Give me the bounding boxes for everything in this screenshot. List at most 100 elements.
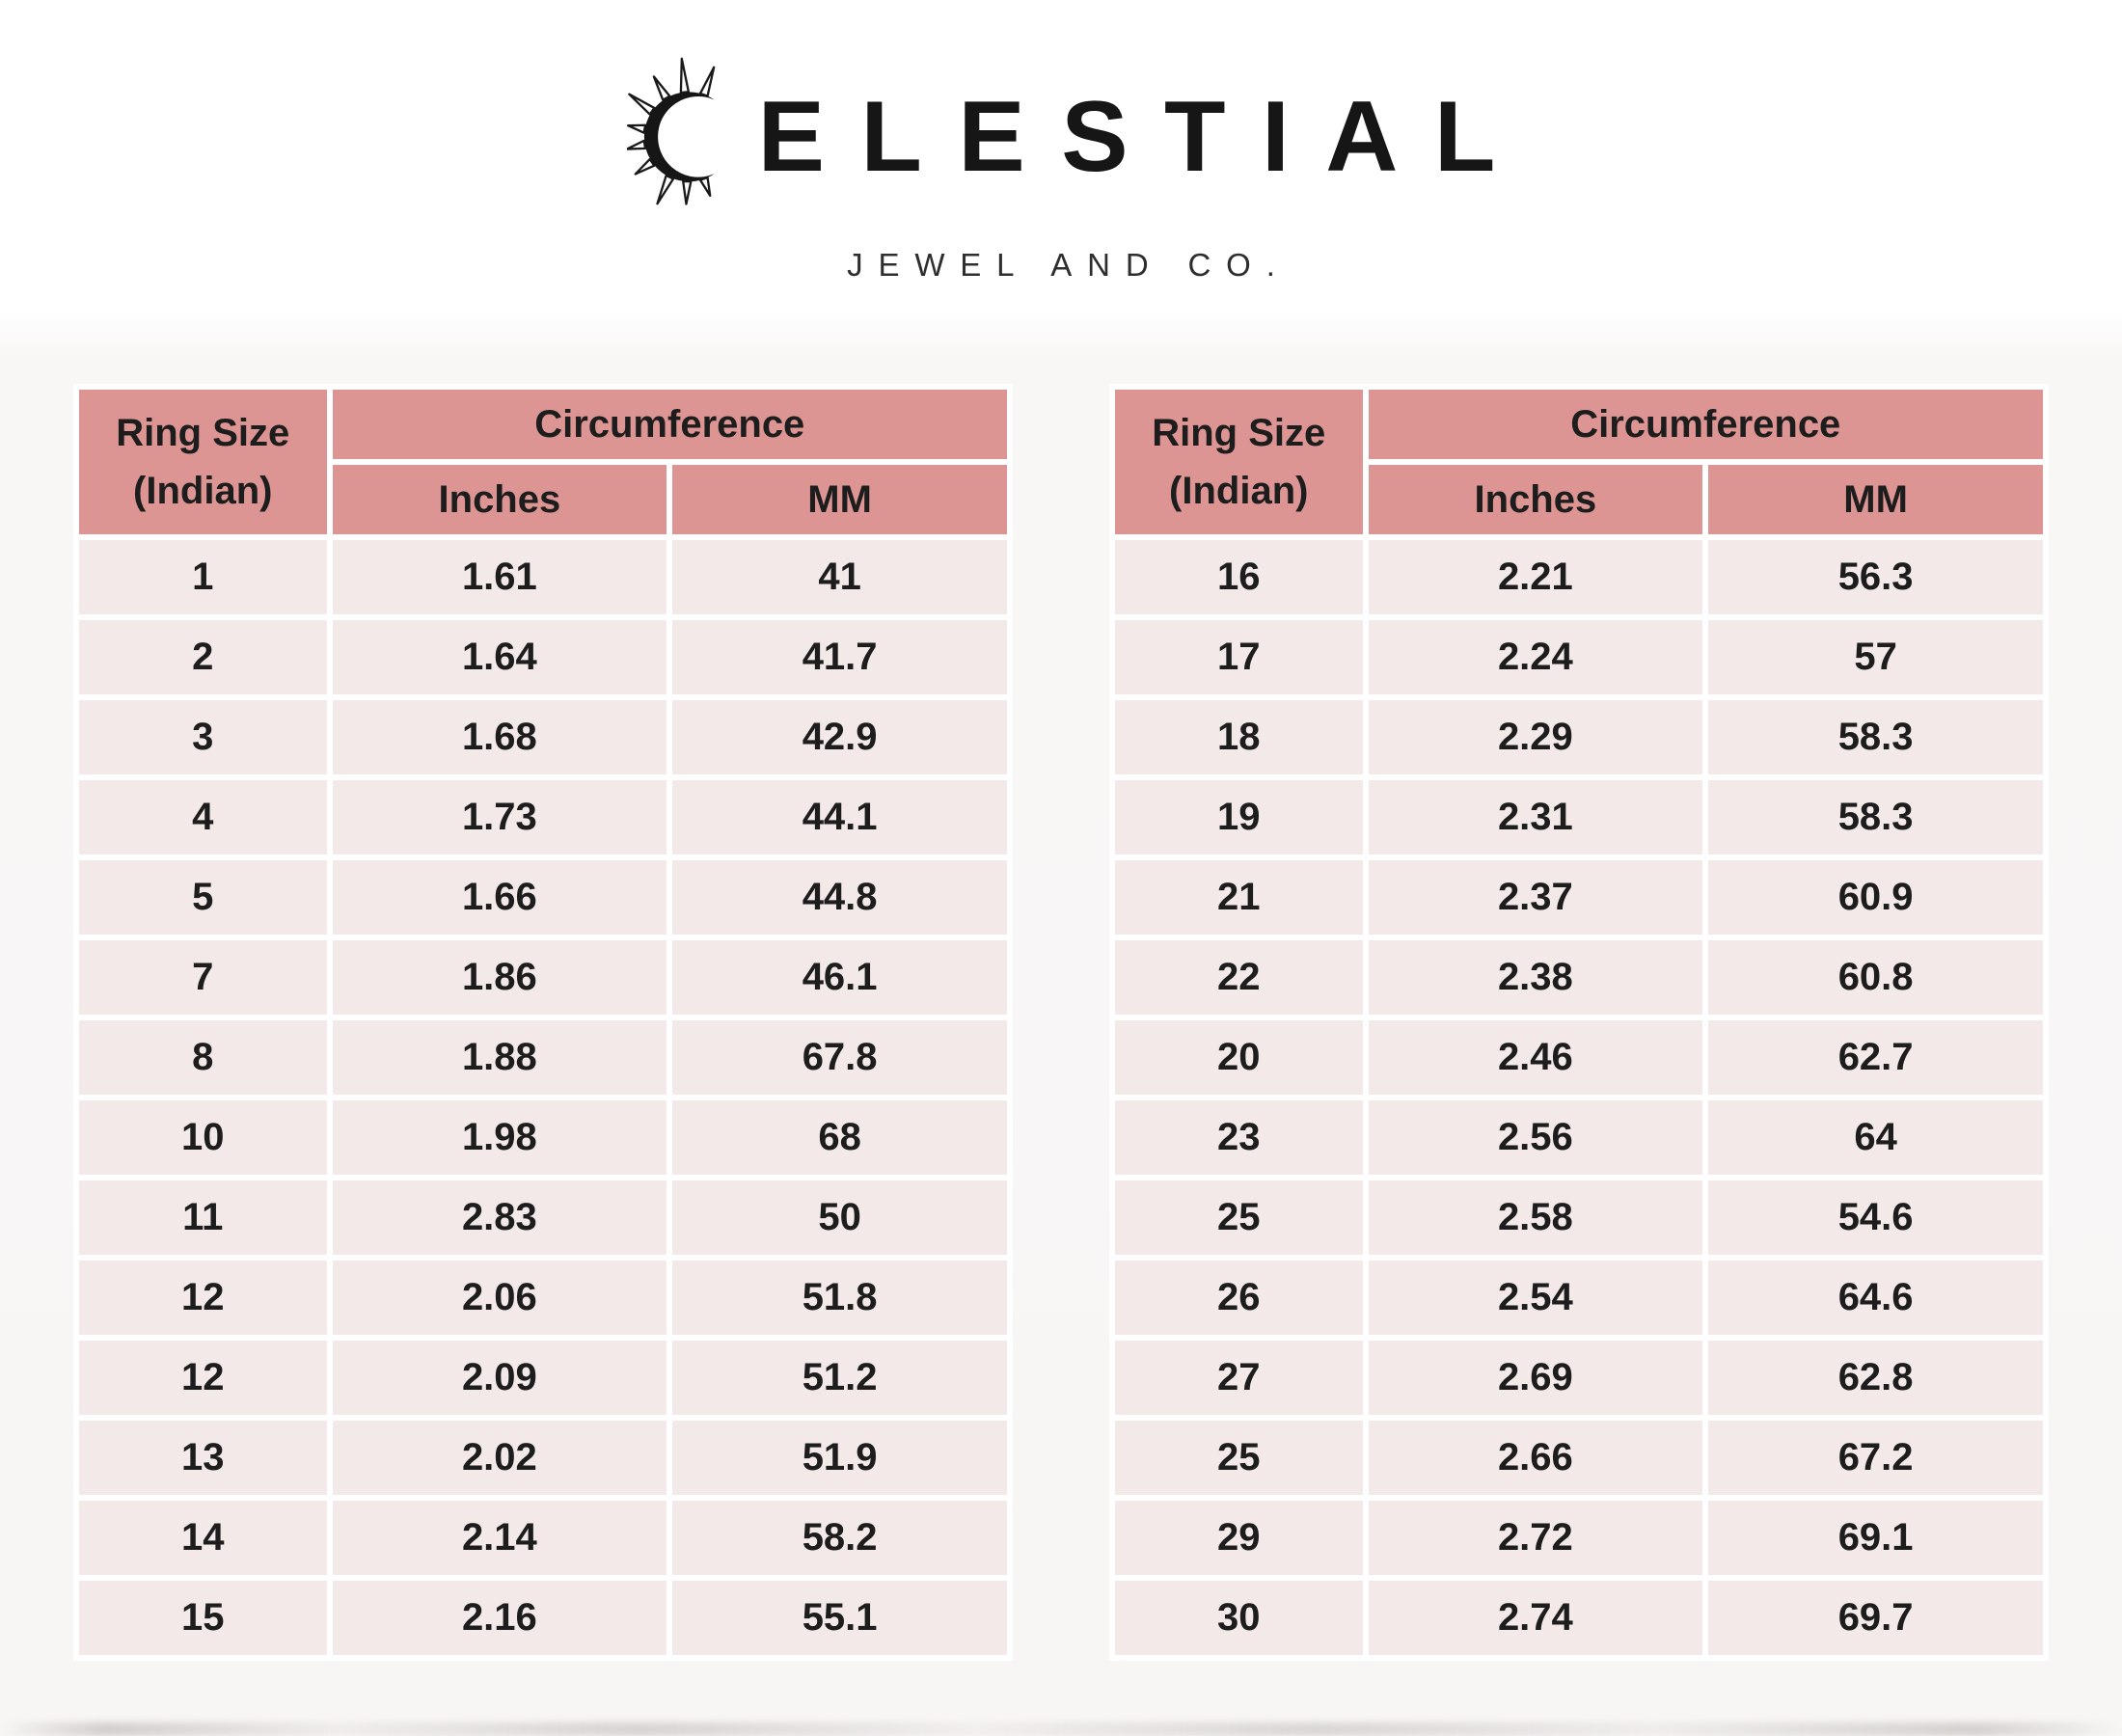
- ring-size-table-right: Ring Size (Indian) Circumference Inches …: [1109, 384, 2049, 1661]
- brand-wordmark-row: ELESTIAL: [626, 41, 1496, 222]
- circumference-header: Circumference: [332, 390, 1007, 459]
- inches-cell: 2.14: [332, 1501, 667, 1575]
- ring-size-header-line2: (Indian): [133, 470, 273, 512]
- inches-cell: 2.72: [1368, 1501, 1703, 1575]
- inches-cell: 1.61: [332, 540, 667, 614]
- table-row: 14 2.14 58.2: [79, 1501, 1007, 1575]
- ring-size-cell: 4: [79, 780, 327, 854]
- table-row: 30 2.74 69.7: [1115, 1581, 2043, 1655]
- inches-cell: 2.24: [1368, 620, 1703, 694]
- inches-cell: 1.73: [332, 780, 667, 854]
- table-header-row: Ring Size (Indian) Circumference: [79, 390, 1007, 534]
- ring-size-table-left: Ring Size (Indian) Circumference Inches …: [73, 384, 1013, 1661]
- table-row: 3 1.68 42.9: [79, 700, 1007, 774]
- ring-size-header: Ring Size (Indian): [79, 390, 327, 534]
- mm-cell: 58.3: [1708, 780, 2043, 854]
- mm-cell: 55.1: [672, 1581, 1007, 1655]
- inches-cell: 1.68: [332, 700, 667, 774]
- inches-cell: 2.83: [332, 1180, 667, 1255]
- ring-size-cell: 19: [1115, 780, 1363, 854]
- mm-cell: 44.8: [672, 860, 1007, 935]
- ring-size-cell: 10: [79, 1100, 327, 1175]
- ring-size-cell: 15: [79, 1581, 327, 1655]
- mm-cell: 67.8: [672, 1020, 1007, 1095]
- table-row: 19 2.31 58.3: [1115, 780, 2043, 854]
- mm-cell: 50: [672, 1180, 1007, 1255]
- ring-size-cell: 7: [79, 940, 327, 1015]
- ring-size-header: Ring Size (Indian): [1115, 390, 1363, 534]
- ring-size-cell: 12: [79, 1341, 327, 1415]
- brand-wordmark: ELESTIAL: [757, 81, 1532, 193]
- ring-size-header-line1: Ring Size: [1152, 412, 1326, 454]
- ring-size-cell: 27: [1115, 1341, 1363, 1415]
- brand-subtitle: JEWEL AND CO.: [847, 247, 1291, 283]
- ring-size-header-line2: (Indian): [1169, 470, 1309, 512]
- mm-cell: 44.1: [672, 780, 1007, 854]
- inches-cell: 2.38: [1368, 940, 1703, 1015]
- mm-cell: 56.3: [1708, 540, 2043, 614]
- table-row: 15 2.16 55.1: [79, 1581, 1007, 1655]
- ring-size-cell: 29: [1115, 1501, 1363, 1575]
- inches-cell: 2.56: [1368, 1100, 1703, 1175]
- inches-cell: 2.09: [332, 1341, 667, 1415]
- ring-size-cell: 11: [79, 1180, 327, 1255]
- bottom-edge-artifact: [0, 1722, 2122, 1736]
- inches-cell: 2.29: [1368, 700, 1703, 774]
- mm-cell: 57: [1708, 620, 2043, 694]
- brand-logo: ELESTIAL JEWEL AND CO.: [0, 0, 2122, 284]
- inches-cell: 2.21: [1368, 540, 1703, 614]
- mm-header: MM: [1708, 465, 2043, 534]
- inches-cell: 2.06: [332, 1261, 667, 1335]
- table-row: 25 2.66 67.2: [1115, 1421, 2043, 1495]
- inches-cell: 1.98: [332, 1100, 667, 1175]
- table-row: 12 2.06 51.8: [79, 1261, 1007, 1335]
- inches-cell: 2.02: [332, 1421, 667, 1495]
- inches-cell: 2.66: [1368, 1421, 1703, 1495]
- table-row: 27 2.69 62.8: [1115, 1341, 2043, 1415]
- ring-size-header-line1: Ring Size: [116, 412, 290, 454]
- inches-cell: 2.74: [1368, 1581, 1703, 1655]
- ring-size-cell: 20: [1115, 1020, 1363, 1095]
- mm-cell: 62.7: [1708, 1020, 2043, 1095]
- inches-cell: 1.88: [332, 1020, 667, 1095]
- inches-cell: 2.37: [1368, 860, 1703, 935]
- mm-cell: 51.2: [672, 1341, 1007, 1415]
- mm-cell: 41: [672, 540, 1007, 614]
- ring-size-cell: 12: [79, 1261, 327, 1335]
- mm-cell: 41.7: [672, 620, 1007, 694]
- inches-cell: 2.46: [1368, 1020, 1703, 1095]
- ring-size-cell: 8: [79, 1020, 327, 1095]
- inches-cell: 2.54: [1368, 1261, 1703, 1335]
- mm-cell: 64: [1708, 1100, 2043, 1175]
- mm-cell: 58.3: [1708, 700, 2043, 774]
- inches-cell: 1.66: [332, 860, 667, 935]
- ring-size-cell: 13: [79, 1421, 327, 1495]
- ring-size-cell: 5: [79, 860, 327, 935]
- ring-size-cell: 26: [1115, 1261, 1363, 1335]
- inches-cell: 1.86: [332, 940, 667, 1015]
- table-row: 23 2.56 64: [1115, 1100, 2043, 1175]
- table-row: 26 2.54 64.6: [1115, 1261, 2043, 1335]
- table-subheader-row: Inches MM: [1115, 465, 2043, 534]
- ring-size-cell: 25: [1115, 1421, 1363, 1495]
- mm-cell: 69.7: [1708, 1581, 2043, 1655]
- table-header-row: Ring Size (Indian) Circumference: [1115, 390, 2043, 534]
- table-row: 5 1.66 44.8: [79, 860, 1007, 935]
- mm-cell: 51.8: [672, 1261, 1007, 1335]
- table-row: 16 2.21 56.3: [1115, 540, 2043, 614]
- mm-cell: 46.1: [672, 940, 1007, 1015]
- ring-size-cell: 18: [1115, 700, 1363, 774]
- mm-cell: 60.9: [1708, 860, 2043, 935]
- mm-cell: 58.2: [672, 1501, 1007, 1575]
- table-row: 22 2.38 60.8: [1115, 940, 2043, 1015]
- ring-size-cell: 23: [1115, 1100, 1363, 1175]
- table-row: 12 2.09 51.2: [79, 1341, 1007, 1415]
- table-row: 13 2.02 51.9: [79, 1421, 1007, 1495]
- table-row: 21 2.37 60.9: [1115, 860, 2043, 935]
- ring-size-cell: 21: [1115, 860, 1363, 935]
- mm-cell: 67.2: [1708, 1421, 2043, 1495]
- mm-cell: 69.1: [1708, 1501, 2043, 1575]
- mm-cell: 62.8: [1708, 1341, 2043, 1415]
- table-row: 4 1.73 44.1: [79, 780, 1007, 854]
- inches-header: Inches: [1368, 465, 1703, 534]
